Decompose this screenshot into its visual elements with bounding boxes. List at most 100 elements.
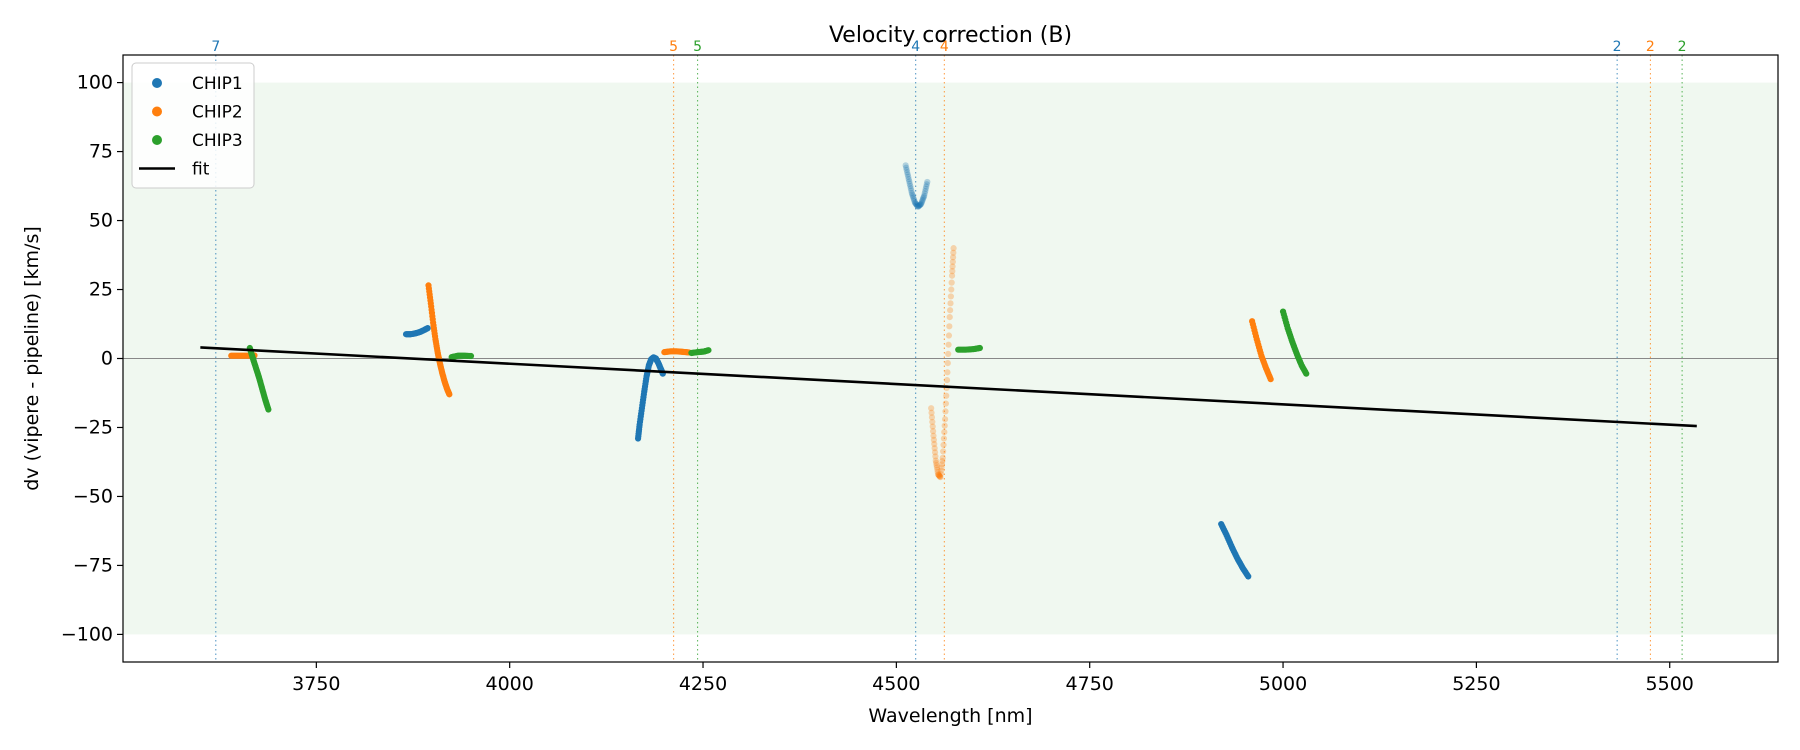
data-point [924, 178, 931, 186]
data-point [909, 193, 916, 200]
legend: CHIP1 CHIP2 CHIP3 fit [131, 62, 255, 189]
data-point [940, 435, 948, 442]
x-tick-label: 4250 [679, 673, 727, 695]
legend-chip3-marker [152, 135, 162, 145]
data-point [446, 391, 453, 398]
order-label: 5 [669, 39, 678, 55]
data-point [915, 202, 923, 209]
data-point [910, 194, 917, 201]
data-point [905, 176, 912, 183]
data-point [920, 193, 927, 201]
series-chip2 [228, 245, 1274, 481]
data-point [940, 441, 947, 449]
data-point [907, 182, 914, 190]
legend-chip3-label: CHIP3 [192, 131, 243, 151]
order-label: 7 [211, 39, 220, 55]
data-point [933, 462, 940, 469]
data-point [908, 187, 915, 194]
data-point [936, 473, 944, 480]
data-point [949, 258, 956, 266]
data-point [911, 197, 918, 205]
data-point [931, 449, 939, 456]
order-label: 2 [1613, 39, 1622, 55]
data-point [913, 201, 920, 208]
data-point [906, 178, 913, 185]
data-point [930, 432, 937, 439]
data-point [941, 416, 949, 423]
series-chip1 [402, 162, 1252, 580]
data-point [945, 350, 952, 358]
data-point [914, 203, 922, 210]
data-point [902, 162, 909, 169]
data-point [929, 428, 937, 435]
data-point [935, 472, 942, 479]
x-tick-label: 4750 [1066, 673, 1114, 695]
data-point [945, 332, 953, 339]
data-point [912, 200, 920, 208]
data-point [942, 408, 949, 415]
data-point [923, 183, 930, 190]
data-point [928, 409, 935, 416]
data-point [941, 428, 948, 436]
data-point [948, 286, 955, 293]
data-point [936, 473, 943, 480]
legend-box [131, 62, 255, 189]
data-point [934, 468, 941, 476]
data-point [923, 181, 930, 188]
y-axis-title: dv (vipere - pipeline) [km/s] [21, 226, 43, 491]
y-tick-label: 75 [89, 141, 113, 163]
data-point [922, 188, 929, 195]
data-point [910, 196, 917, 203]
legend-chip1-label: CHIP1 [192, 74, 243, 94]
legend-chip2-marker [152, 106, 162, 117]
data-point [943, 392, 950, 399]
x-axis-title: Wavelength [nm] [868, 705, 1032, 727]
data-point [915, 203, 922, 210]
data-point [424, 325, 431, 332]
data-point [914, 202, 921, 210]
data-point [906, 180, 913, 187]
order-label: 4 [940, 39, 949, 55]
data-point [928, 414, 936, 421]
legend-chip1-marker [152, 78, 162, 88]
data-point [903, 164, 910, 171]
axes-layer: 3750 4000 4250 4500 4750 5000 5250 5500 −100 −75 −… [61, 72, 1694, 695]
data-point [904, 169, 911, 176]
y-tick-label: −100 [61, 623, 113, 645]
data-point [942, 400, 949, 407]
x-tick-label: 5500 [1646, 673, 1694, 695]
data-point [921, 190, 928, 197]
data-point [919, 196, 926, 203]
data-point [949, 268, 956, 275]
data-point [948, 272, 956, 279]
data-point [943, 377, 951, 384]
data-point [921, 192, 928, 199]
x-tick-label: 3750 [292, 673, 340, 695]
legend-fit-label: fit [192, 160, 210, 180]
data-point [950, 245, 957, 252]
data-point [928, 405, 935, 412]
data-point [946, 314, 953, 321]
data-point [932, 457, 939, 464]
y-tick-label: −25 [73, 416, 113, 438]
data-point [916, 202, 923, 209]
data-points-layer [228, 162, 1310, 580]
order-label: 2 [1678, 39, 1687, 55]
x-tick-label: 4000 [486, 673, 534, 695]
data-point [929, 423, 936, 430]
data-point [945, 341, 952, 348]
data-point [941, 422, 948, 429]
y-tick-label: −75 [73, 554, 113, 576]
data-point [932, 453, 939, 460]
order-label: 5 [693, 39, 702, 55]
data-point [908, 189, 915, 197]
data-point [938, 464, 945, 471]
data-point [930, 436, 937, 443]
data-point [931, 445, 938, 452]
data-point [929, 418, 936, 426]
data-point [931, 440, 938, 448]
data-point [976, 344, 983, 352]
y-tick-label: 100 [77, 72, 113, 94]
series-chip3 [246, 308, 1310, 413]
